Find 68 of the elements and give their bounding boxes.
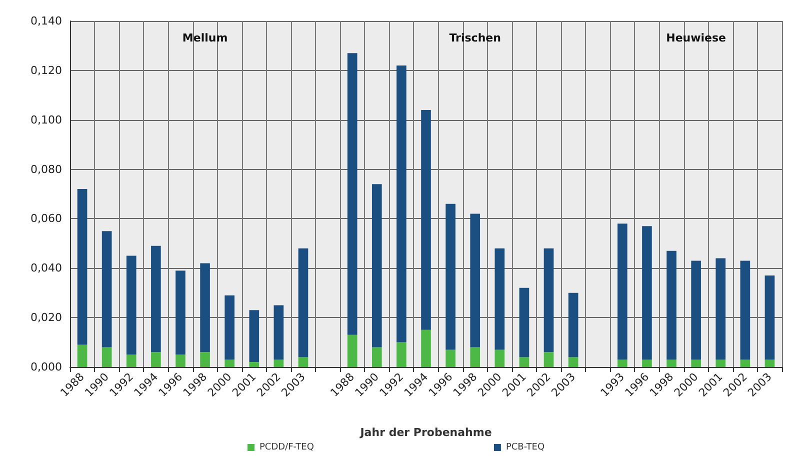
bar xyxy=(151,246,161,352)
bar xyxy=(396,342,406,367)
bar xyxy=(372,184,382,348)
bar xyxy=(716,360,726,367)
bar xyxy=(740,260,750,360)
x-axis-title: Jahr der Probenahme xyxy=(359,426,492,439)
bar xyxy=(249,362,260,367)
bar xyxy=(691,260,701,360)
bar xyxy=(347,334,358,367)
annotation: Heuwiese xyxy=(666,32,726,44)
annotation: Mellum xyxy=(182,32,228,44)
bar xyxy=(446,204,456,350)
y-tick-label: 0,020 xyxy=(30,311,62,324)
y-tick-label: 0,080 xyxy=(30,162,62,176)
y-tick-label: 0,040 xyxy=(30,262,62,275)
bar xyxy=(77,189,88,345)
bar xyxy=(421,110,431,330)
bar xyxy=(764,276,775,360)
bar xyxy=(298,357,308,367)
y-tick-label: 0,140 xyxy=(30,14,62,28)
bar xyxy=(494,248,505,350)
bar xyxy=(494,350,505,367)
bar xyxy=(568,292,578,358)
bar xyxy=(176,354,186,367)
annotation: Trischen xyxy=(449,32,501,44)
bar xyxy=(691,360,701,367)
bar xyxy=(666,250,676,360)
bar xyxy=(176,270,186,355)
bar xyxy=(200,352,210,367)
y-tick-label: 0,060 xyxy=(30,212,62,226)
bar xyxy=(716,258,726,360)
bar xyxy=(200,263,210,352)
y-tick-label: 0,120 xyxy=(30,64,62,77)
bar xyxy=(126,354,136,367)
y-tick-label: 0,100 xyxy=(30,113,62,126)
bar xyxy=(224,295,234,360)
bar xyxy=(642,360,652,367)
bar xyxy=(544,248,554,352)
bar xyxy=(151,352,161,367)
bar xyxy=(519,288,530,358)
bar xyxy=(740,360,750,367)
bar xyxy=(347,53,358,335)
bar xyxy=(446,350,456,367)
bar xyxy=(372,347,382,367)
bar xyxy=(544,352,554,367)
legend-label: PCB-TEQ xyxy=(506,442,545,452)
bar xyxy=(618,360,628,367)
bar xyxy=(77,344,88,367)
bar xyxy=(126,256,136,355)
bar xyxy=(224,360,234,367)
bar xyxy=(519,357,530,367)
bar xyxy=(618,224,628,360)
bar xyxy=(470,347,480,367)
bar xyxy=(642,226,652,360)
legend-label: PCDD/F-TEQ xyxy=(259,442,314,452)
bar xyxy=(298,248,308,358)
bar xyxy=(249,310,260,362)
bar xyxy=(666,360,676,367)
bar xyxy=(764,360,775,367)
bar xyxy=(396,65,406,342)
y-tick-label: 0,000 xyxy=(30,360,62,374)
bar xyxy=(421,330,431,367)
bar xyxy=(274,305,284,360)
bar xyxy=(102,347,112,367)
bar xyxy=(102,231,112,348)
bar xyxy=(470,214,480,348)
bar xyxy=(568,357,578,367)
bar xyxy=(274,360,284,367)
